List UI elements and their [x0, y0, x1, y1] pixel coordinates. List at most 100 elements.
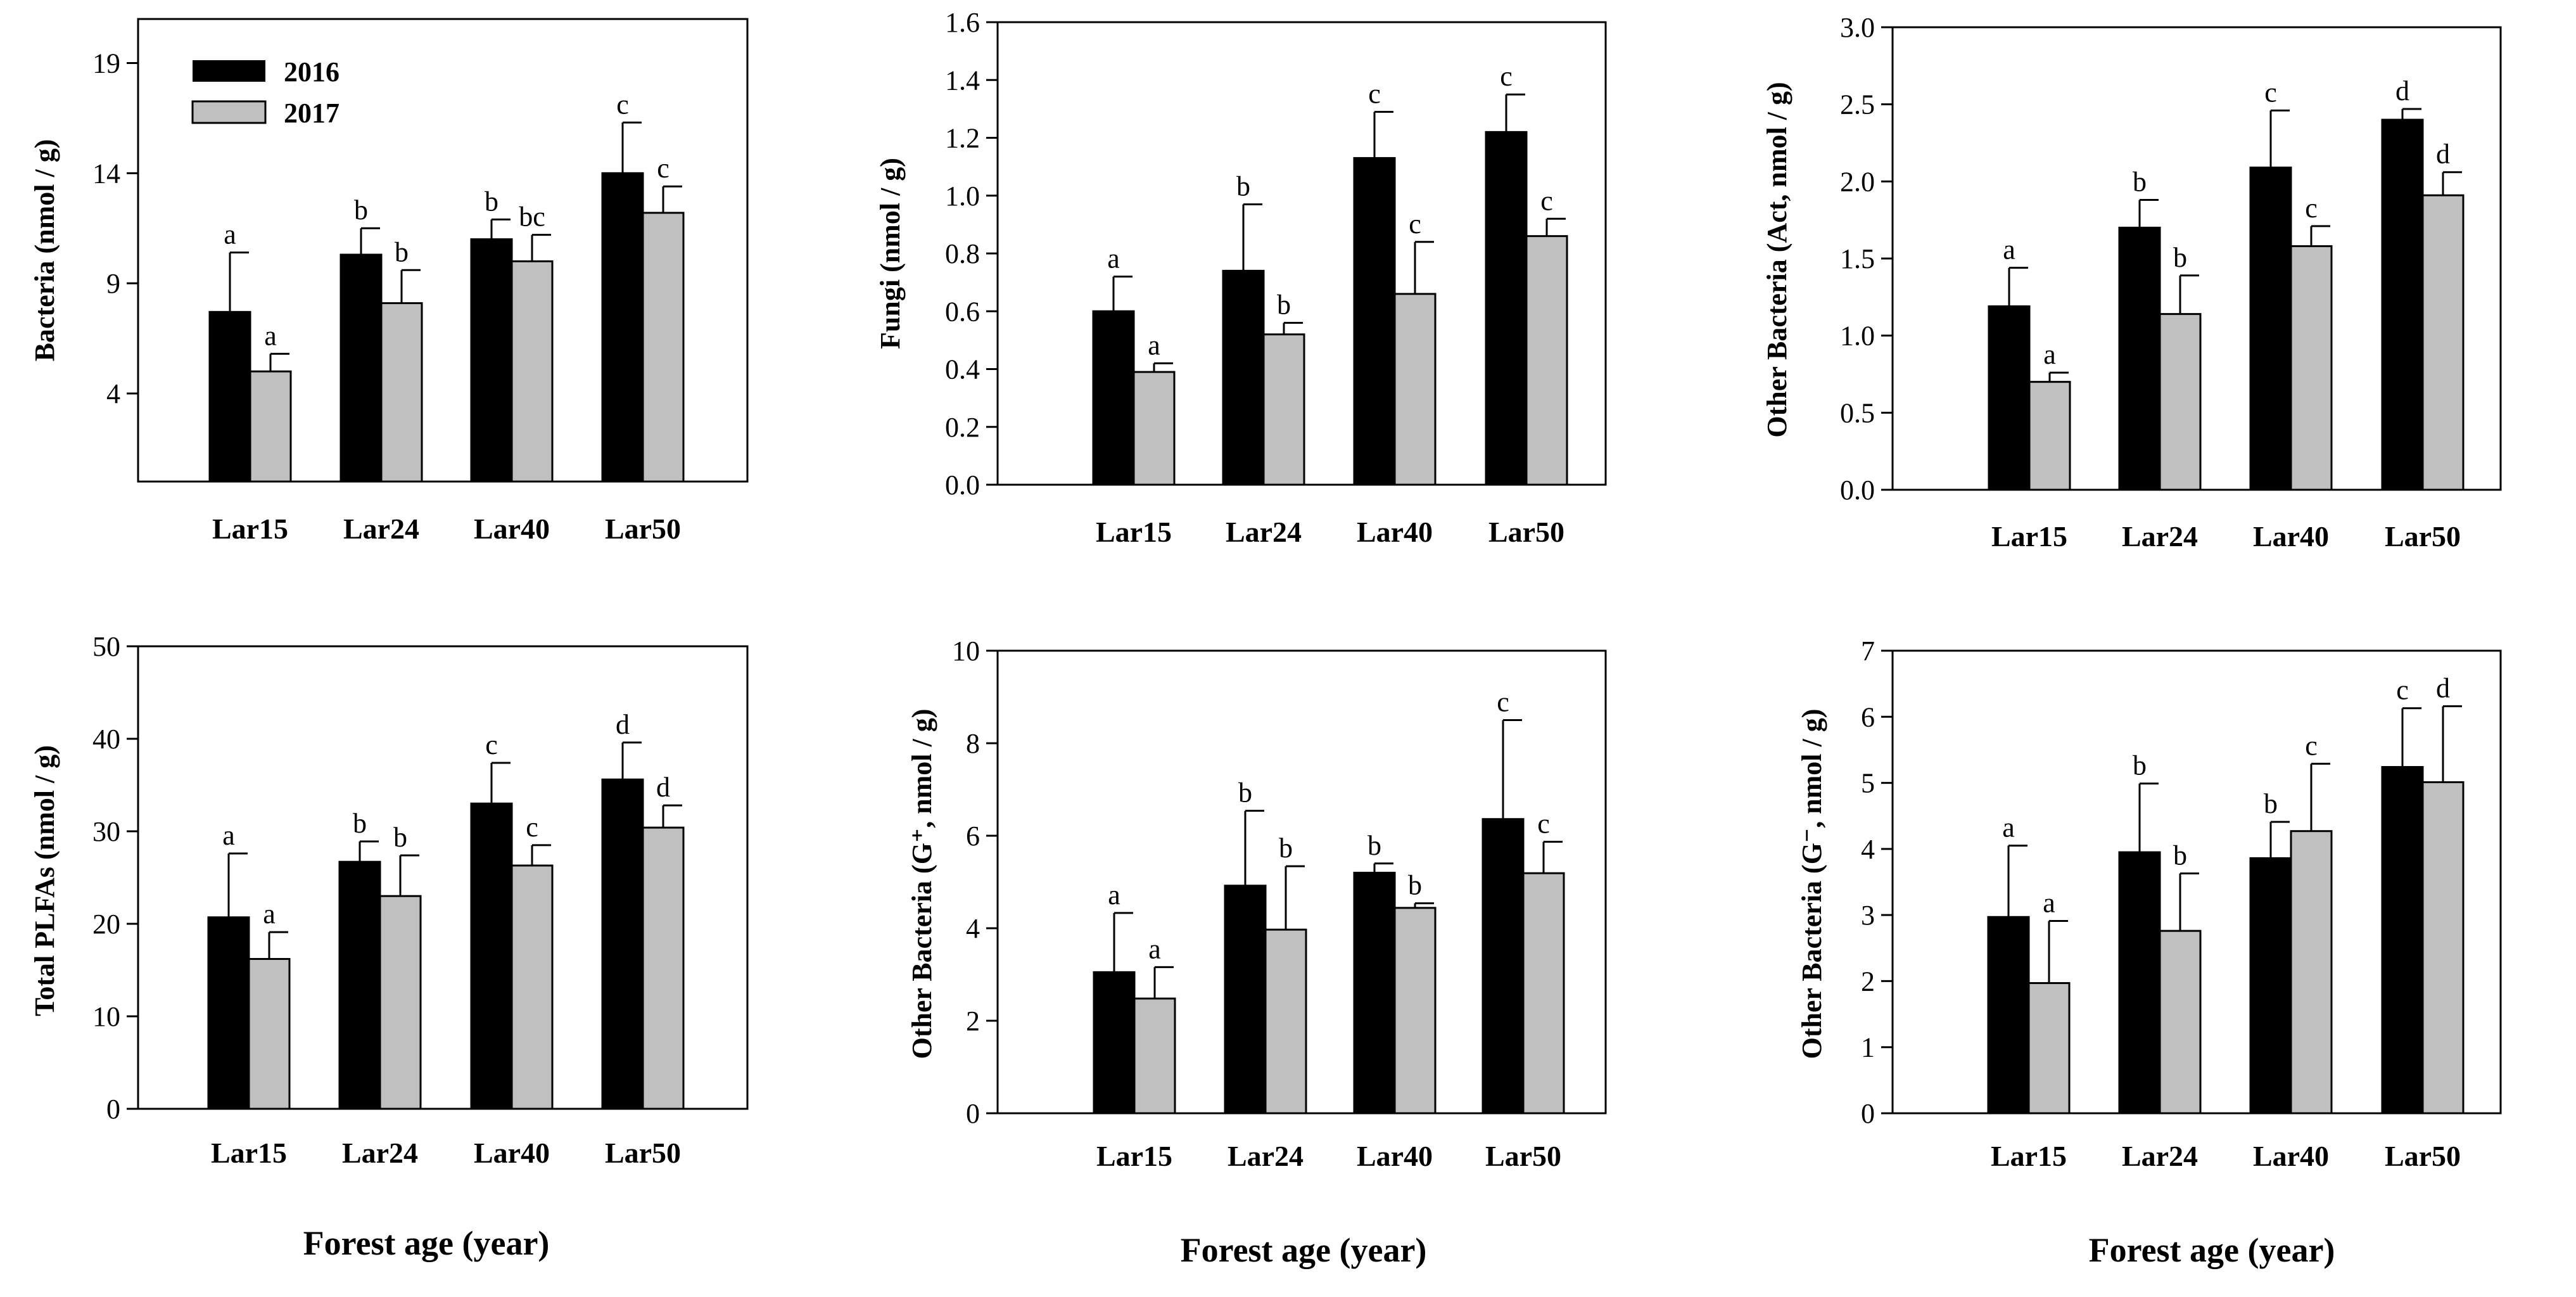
- bar-2017-Lar15: [248, 957, 291, 1110]
- bar-2016-Lar50: [601, 778, 644, 1110]
- y-axis-title: Fungi (nmol / g): [875, 158, 906, 349]
- y-tick-label: 1.2: [945, 123, 980, 154]
- bar-2016-Lar24: [338, 860, 381, 1110]
- x-tick-label-Lar50: Lar50: [1485, 1140, 1561, 1172]
- y-axis-title: Other Bacteria (Act, nmol / g): [1761, 82, 1792, 437]
- x-axis-title-middle: Forest age (year): [1181, 1231, 1427, 1269]
- y-tick-label: 2.0: [1840, 166, 1875, 197]
- bar-2017-Lar50: [2421, 781, 2465, 1115]
- bar-2017-Lar40: [511, 260, 554, 483]
- y-tick-label: 4: [106, 378, 120, 409]
- bar-2017-Lar24: [2159, 930, 2202, 1115]
- y-tick-label: 0.0: [945, 470, 980, 501]
- y-tick-label: 0: [106, 1094, 120, 1125]
- significance-letter: a: [1108, 879, 1120, 910]
- bar-2016-Lar50: [1485, 131, 1528, 486]
- bar-2017-Lar24: [379, 895, 422, 1110]
- significance-letter: c: [1497, 687, 1509, 718]
- significance-letter: b: [1367, 830, 1381, 861]
- x-tick-label-Lar24: Lar24: [2122, 520, 2198, 553]
- bar-2016-Lar24: [2118, 851, 2161, 1115]
- y-axis-title: Bacteria (nmol / g): [29, 139, 60, 362]
- y-tick-label: 30: [92, 816, 120, 847]
- significance-letter: b: [1238, 777, 1252, 808]
- significance-letter: d: [656, 772, 670, 803]
- y-tick-label: 10: [952, 636, 980, 667]
- bar-2016-Lar40: [1353, 157, 1396, 486]
- significance-letter: a: [1148, 933, 1161, 964]
- bar-2016-Lar50: [1482, 818, 1525, 1115]
- significance-letter: c: [1537, 808, 1550, 839]
- x-tick-label-Lar40: Lar40: [474, 513, 550, 545]
- significance-letter: d: [2395, 75, 2409, 106]
- y-tick-label: 50: [92, 631, 120, 662]
- y-axis-title: Total PLFAs (nmol / g): [29, 745, 60, 1016]
- y-tick-label: 0.2: [945, 412, 980, 443]
- bar-2016-Lar15: [1092, 310, 1135, 486]
- y-tick-label: 1.4: [945, 65, 980, 96]
- y-tick-label: 14: [92, 158, 120, 189]
- bar-2016-Lar40: [470, 238, 513, 483]
- x-tick-label-Lar50: Lar50: [605, 1137, 681, 1169]
- y-tick-label: 0.5: [1840, 397, 1875, 428]
- y-tick-label: 5: [1861, 768, 1875, 799]
- significance-letter: b: [485, 186, 498, 217]
- y-tick-label: 0.4: [945, 354, 980, 385]
- chart-panel-top-right: 0.0 0.5 1.0 1.5 2.0 2.5 3.0 Other Bacteria (Act…: [1761, 12, 2502, 553]
- x-tick-label-Lar50: Lar50: [605, 513, 681, 545]
- significance-letter: a: [222, 820, 235, 851]
- y-tick-label: 9: [106, 268, 120, 299]
- y-tick-label: 6: [966, 821, 980, 852]
- y-tick-label: 40: [92, 724, 120, 755]
- bar-2016-Lar50: [2381, 118, 2424, 491]
- x-tick-label-Lar24: Lar24: [1226, 516, 1302, 548]
- x-axis-title-left: Forest age (year): [303, 1224, 550, 1262]
- y-tick-label: 0.8: [945, 238, 980, 269]
- legend-label-2017: 2017: [284, 98, 339, 129]
- significance-letter: c: [485, 729, 498, 760]
- y-tick-label: 6: [1861, 701, 1875, 732]
- bar-2017-Lar40: [1393, 293, 1437, 486]
- significance-letter: b: [1279, 833, 1293, 864]
- legend-swatch-2016: [193, 60, 265, 82]
- significance-letter: b: [1408, 870, 1422, 901]
- bar-2017-Lar40: [2290, 245, 2333, 491]
- significance-letter: b: [353, 808, 367, 839]
- significance-letter: d: [2436, 139, 2450, 170]
- y-tick-label: 1: [1861, 1032, 1875, 1063]
- x-tick-label-Lar40: Lar40: [474, 1137, 550, 1169]
- y-tick-label: 10: [92, 1001, 120, 1032]
- y-tick-label: 0: [966, 1098, 980, 1129]
- bar-2017-Lar50: [642, 826, 685, 1110]
- y-tick-label: 2.5: [1840, 89, 1875, 120]
- chart-panel-bottom-right: 0 1 2 3 4 5 6 7 Other Bacteria (G⁻, nmol / g) a b b…: [1796, 636, 2502, 1172]
- bar-2017-Lar15: [1133, 371, 1176, 486]
- significance-letter: b: [2133, 750, 2147, 781]
- x-tick-label-Lar50: Lar50: [2385, 520, 2461, 553]
- significance-letter: b: [2133, 167, 2147, 198]
- bar-2016-Lar15: [207, 916, 250, 1110]
- x-tick-label-Lar40: Lar40: [2253, 1140, 2329, 1172]
- significance-letter: a: [2043, 339, 2056, 370]
- significance-letter: a: [2043, 888, 2055, 919]
- y-tick-label: 1.0: [945, 181, 980, 212]
- bar-2017-Lar50: [1522, 872, 1565, 1115]
- y-axis-title: Other Bacteria (G⁻, nmol / g): [1796, 709, 1827, 1059]
- significance-letter: b: [2173, 840, 2187, 871]
- bar-2016-Lar40: [2249, 857, 2292, 1115]
- significance-letter: c: [526, 812, 538, 843]
- x-tick-label-Lar15: Lar15: [1991, 1140, 2067, 1172]
- bar-2016-Lar40: [470, 802, 513, 1110]
- y-tick-label: 0: [1861, 1098, 1875, 1129]
- significance-letter: c: [1500, 61, 1513, 92]
- bar-2016-Lar40: [2249, 166, 2292, 491]
- y-tick-label: 0.6: [945, 296, 980, 327]
- significance-letter: d: [616, 709, 630, 740]
- x-tick-label-Lar50: Lar50: [1488, 516, 1564, 548]
- bar-2017-Lar50: [642, 212, 685, 483]
- bar-2017-Lar24: [1264, 928, 1307, 1115]
- x-tick-label-Lar15: Lar15: [211, 1137, 287, 1169]
